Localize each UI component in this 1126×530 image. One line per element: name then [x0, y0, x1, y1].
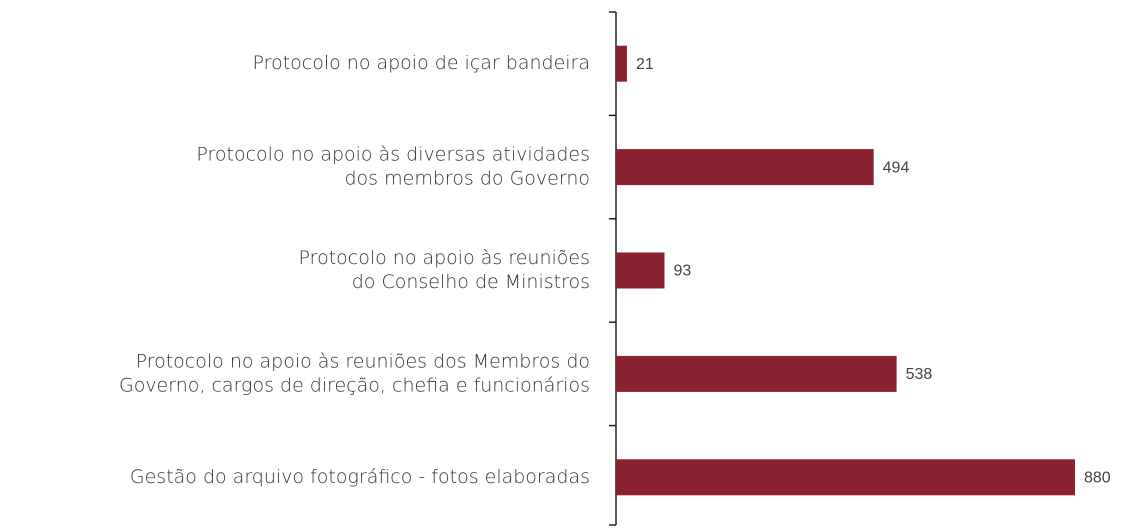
- bar: [616, 252, 665, 289]
- value-label: 93: [674, 263, 692, 280]
- category-label: Gestão do arquivo fotográfico - fotos el…: [130, 466, 590, 488]
- value-label: 21: [636, 56, 654, 73]
- category-label: Governo, cargos de direção, chefia e fun…: [119, 374, 590, 396]
- bar: [616, 459, 1075, 496]
- value-label: 538: [906, 366, 933, 383]
- category-label: Protocolo no apoio de içar bandeira: [253, 52, 590, 74]
- value-label: 880: [1084, 470, 1111, 487]
- bar: [616, 355, 897, 392]
- category-label: Protocolo no apoio às reuniões dos Membr…: [136, 350, 590, 372]
- category-label: Protocolo no apoio às reuniões: [299, 247, 590, 269]
- category-label: dos membros do Governo: [345, 168, 591, 190]
- category-label: Protocolo no apoio às diversas atividade…: [196, 144, 590, 166]
- category-label: do Conselho de Ministros: [352, 271, 590, 293]
- bar: [616, 149, 874, 186]
- value-label: 494: [883, 159, 910, 176]
- bar: [616, 45, 627, 82]
